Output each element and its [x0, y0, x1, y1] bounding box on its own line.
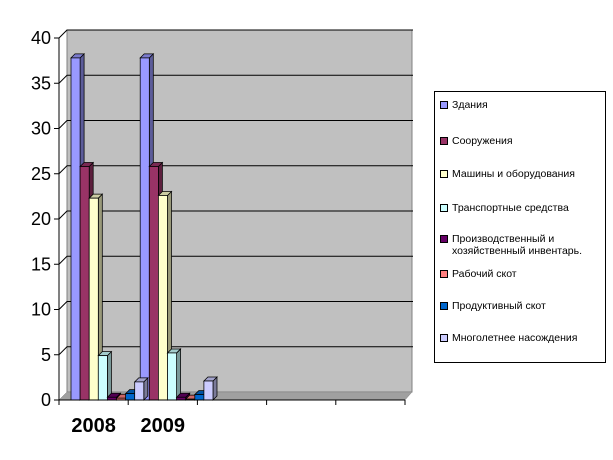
gridline	[58, 346, 413, 356]
gridline	[58, 255, 413, 265]
bar	[166, 348, 182, 401]
y-tick-label: 40	[31, 28, 51, 48]
legend-label: Транспортные средства	[452, 202, 569, 214]
legend-item: Машины и оборудования	[440, 168, 602, 180]
y-ticks: 0 5 10 15 20 25 30 35 40	[31, 28, 59, 410]
legend-item: Продуктивный скот	[440, 300, 602, 312]
legend-label: Продуктивный скот	[452, 300, 546, 312]
legend-swatch	[440, 235, 448, 243]
y-tick-label: 0	[41, 390, 51, 410]
y-tick-label: 20	[31, 209, 51, 229]
legend-label: Сооружения	[452, 135, 513, 147]
gridline	[58, 165, 413, 175]
bar	[202, 376, 218, 401]
legend-item: Рабочий скот	[440, 268, 602, 280]
y-tick-label: 5	[41, 345, 51, 365]
legend-label: Машины и оборудования	[452, 168, 575, 180]
y-tick-label: 30	[31, 119, 51, 139]
y-tick-label: 15	[31, 254, 51, 274]
legend-item: Многолетнее насождения	[440, 332, 602, 344]
bar	[133, 376, 149, 401]
gridline	[58, 210, 413, 220]
legend-label: Многолетнее насождения	[452, 332, 578, 344]
gridline	[58, 301, 413, 310]
x-tick-label: 2008	[71, 415, 116, 437]
legend-swatch	[440, 137, 448, 145]
legend-item: Здания	[440, 99, 602, 111]
legend-label: Рабочий скот	[452, 268, 517, 280]
legend-item: Производственный и хозяйственный инвента…	[440, 233, 602, 257]
legend-label: Производственный и хозяйственный инвента…	[452, 233, 583, 257]
gridline	[58, 74, 413, 84]
bars	[70, 53, 218, 401]
legend-item: Сооружения	[440, 135, 602, 147]
x-tick-label: 2009	[141, 415, 186, 437]
legend: Здания Сооружения Машины и оборудования Тра…	[434, 91, 606, 363]
y-tick-label: 10	[31, 300, 51, 320]
gridlines	[58, 29, 413, 356]
bar	[97, 350, 113, 401]
legend-swatch	[440, 270, 448, 278]
legend-label: Здания	[452, 99, 488, 111]
legend-swatch	[440, 302, 448, 310]
legend-swatch	[440, 101, 448, 109]
y-tick-label: 25	[31, 164, 51, 184]
y-tick-label: 35	[31, 73, 51, 93]
legend-item: Транспортные средства	[440, 202, 602, 214]
gridline	[58, 29, 413, 39]
bar	[157, 190, 173, 401]
x-ticks: 2008 2009	[58, 400, 406, 437]
legend-swatch	[440, 170, 448, 178]
gridline	[58, 120, 413, 129]
legend-swatch	[440, 204, 448, 212]
legend-swatch	[440, 334, 448, 342]
